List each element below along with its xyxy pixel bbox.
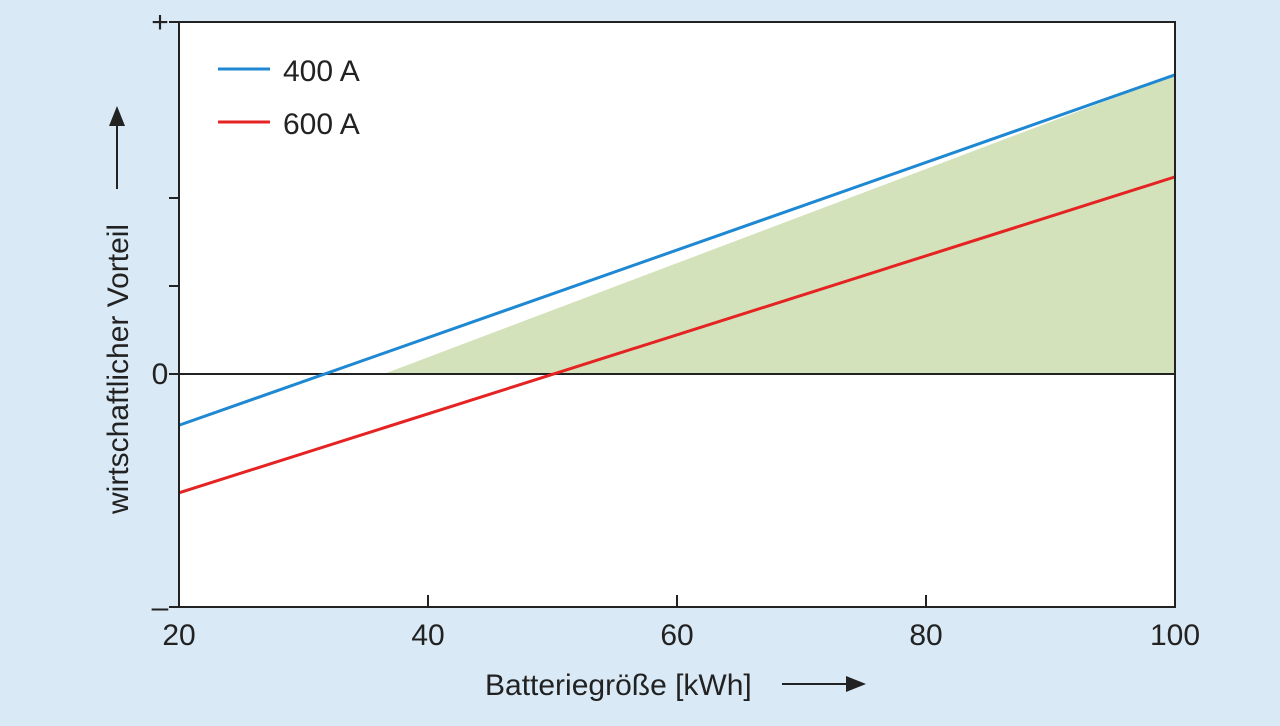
ticks-layer: 20 40 60 80 100 +0 – bbox=[151, 6, 1200, 652]
y-axis-arrow-head bbox=[109, 106, 125, 126]
x-axis-title-group: Batteriegröße [kWh] bbox=[485, 669, 866, 702]
x-tick-label: 60 bbox=[660, 619, 693, 652]
y-tick-label: – bbox=[152, 591, 169, 624]
series-line-600a bbox=[178, 175, 1176, 495]
x-tick-label: 100 bbox=[1150, 619, 1200, 652]
x-tick-label: 80 bbox=[909, 619, 942, 652]
legend: 400 A 600 A bbox=[218, 55, 360, 141]
series-line-400a bbox=[178, 73, 1176, 427]
shaded-region bbox=[383, 74, 1175, 375]
y-axis-title: wirtschaftlicher Vorteil bbox=[102, 224, 135, 515]
y-tick-label: + bbox=[151, 6, 169, 39]
legend-label-600a: 600 A bbox=[283, 108, 360, 141]
x-tick-label: 40 bbox=[411, 619, 444, 652]
shaded-region-layer bbox=[383, 74, 1175, 375]
x-axis-title: Batteriegröße [kWh] bbox=[485, 669, 752, 702]
y-tick-label: 0 bbox=[152, 358, 169, 391]
series-layer bbox=[178, 73, 1176, 495]
y-axis-title-group: wirtschaftlicher Vorteil bbox=[102, 106, 135, 515]
x-axis-arrow-head bbox=[846, 676, 866, 692]
x-tick-label: 20 bbox=[162, 619, 195, 652]
legend-label-400a: 400 A bbox=[283, 55, 360, 88]
